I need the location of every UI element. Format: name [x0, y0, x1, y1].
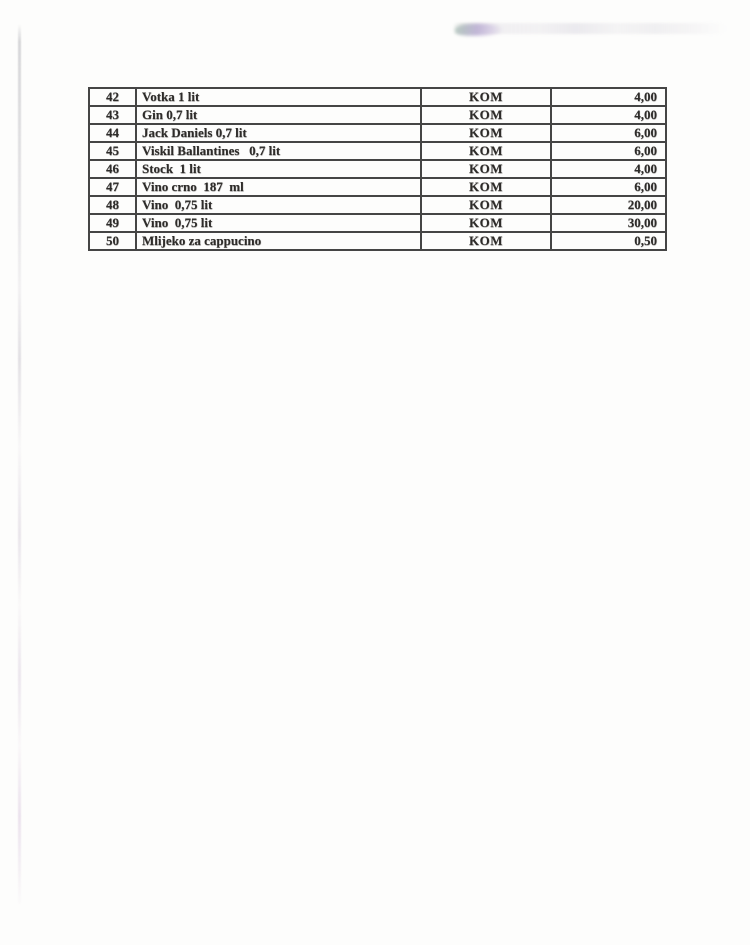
item-name-cell: Jack Daniels 0,7 lit — [135, 123, 422, 143]
unit-cell: KOM — [420, 105, 552, 125]
table-row: 44 Jack Daniels 0,7 lit KOM 6,00 — [88, 123, 667, 143]
table-row: 50 Mlijeko za cappucino KOM 0,50 — [88, 231, 667, 251]
item-number-cell: 43 — [88, 105, 137, 125]
unit-cell: KOM — [420, 123, 552, 143]
table-row: 49 Vino 0,75 lit KOM 30,00 — [88, 213, 667, 233]
scan-smudge-blob — [455, 24, 503, 36]
unit-cell: KOM — [420, 177, 552, 197]
price-cell: 4,00 — [550, 105, 667, 125]
item-name-cell: Vino 0,75 lit — [135, 213, 422, 233]
price-cell: 6,00 — [550, 141, 667, 161]
item-number-cell: 50 — [88, 231, 137, 251]
price-cell: 6,00 — [550, 123, 667, 143]
table-row: 48 Vino 0,75 lit KOM 20,00 — [88, 195, 667, 215]
table-row: 46 Stock 1 lit KOM 4,00 — [88, 159, 667, 179]
unit-cell: KOM — [420, 231, 552, 251]
price-cell: 0,50 — [550, 231, 667, 251]
unit-cell: KOM — [420, 159, 552, 179]
item-number-cell: 45 — [88, 141, 137, 161]
price-table: 42 Votka 1 lit KOM 4,00 43 Gin 0,7 lit K… — [88, 87, 667, 251]
item-number-cell: 47 — [88, 177, 137, 197]
item-number-cell: 46 — [88, 159, 137, 179]
item-name-cell: Stock 1 lit — [135, 159, 422, 179]
unit-cell: KOM — [420, 87, 552, 107]
price-cell: 30,00 — [550, 213, 667, 233]
item-name-cell: Gin 0,7 lit — [135, 105, 422, 125]
unit-cell: KOM — [420, 141, 552, 161]
item-number-cell: 44 — [88, 123, 137, 143]
table-row: 43 Gin 0,7 lit KOM 4,00 — [88, 105, 667, 125]
item-name-cell: Mlijeko za cappucino — [135, 231, 422, 251]
table-row: 42 Votka 1 lit KOM 4,00 — [88, 87, 667, 107]
item-name-cell: Viskil Ballantines 0,7 lit — [135, 141, 422, 161]
item-number-cell: 49 — [88, 213, 137, 233]
scan-smudge-streak — [452, 23, 727, 34]
price-cell: 6,00 — [550, 177, 667, 197]
item-name-cell: Vino crno 187 ml — [135, 177, 422, 197]
item-name-cell: Votka 1 lit — [135, 87, 422, 107]
unit-cell: KOM — [420, 195, 552, 215]
scan-edge-line-artifact — [18, 24, 21, 904]
price-cell: 20,00 — [550, 195, 667, 215]
price-cell: 4,00 — [550, 159, 667, 179]
item-name-cell: Vino 0,75 lit — [135, 195, 422, 215]
price-cell: 4,00 — [550, 87, 667, 107]
table-row: 47 Vino crno 187 ml KOM 6,00 — [88, 177, 667, 197]
item-number-cell: 48 — [88, 195, 137, 215]
unit-cell: KOM — [420, 213, 552, 233]
item-number-cell: 42 — [88, 87, 137, 107]
price-table-body: 42 Votka 1 lit KOM 4,00 43 Gin 0,7 lit K… — [88, 87, 667, 251]
table-row: 45 Viskil Ballantines 0,7 lit KOM 6,00 — [88, 141, 667, 161]
